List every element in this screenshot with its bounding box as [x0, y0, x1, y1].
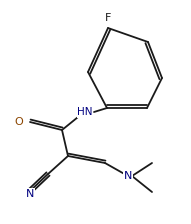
Text: HN: HN [77, 107, 93, 117]
Text: N: N [26, 189, 34, 199]
Text: O: O [15, 117, 23, 127]
Text: N: N [124, 171, 132, 181]
Text: F: F [105, 13, 111, 23]
